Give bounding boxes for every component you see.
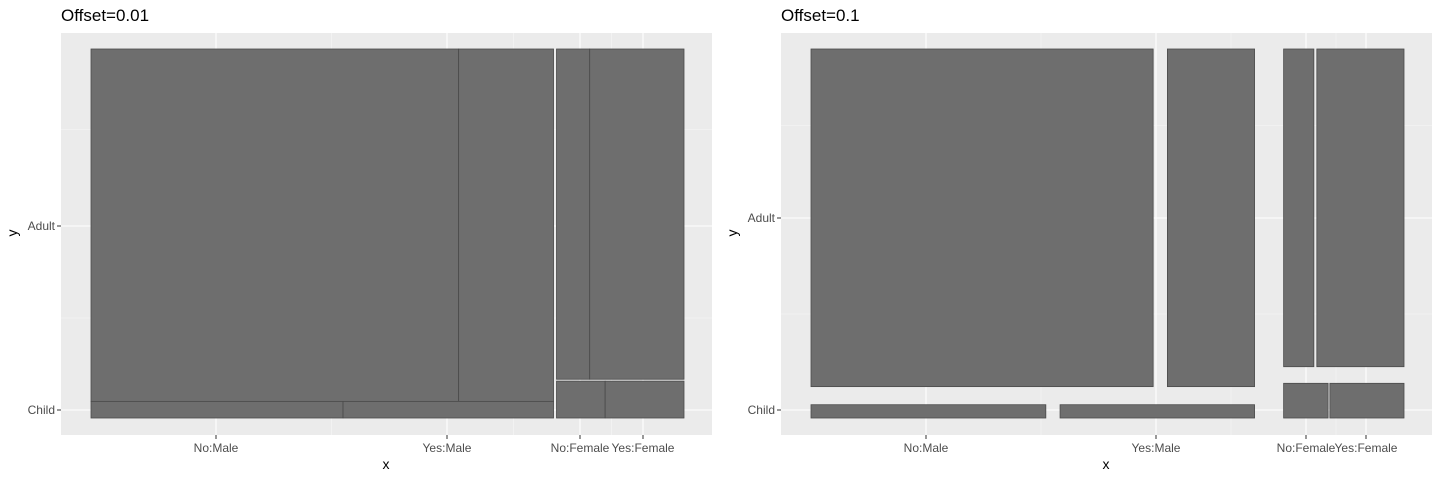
y-axis-title: y — [724, 230, 740, 237]
x-tick-label: Yes:Male — [423, 441, 472, 455]
y-tick-label: Child — [28, 403, 55, 417]
x-tick-label: No:Male — [904, 441, 949, 455]
y-tick-label: Child — [748, 403, 775, 417]
mosaic-tile-no-female-child — [1283, 382, 1329, 419]
x-tick-label: No:Female — [551, 441, 610, 455]
mosaic-tile-yes-male-adult — [458, 48, 554, 402]
mosaic-tile-yes-female-child — [604, 380, 685, 419]
mosaic-tile-yes-female-adult — [1316, 48, 1405, 368]
mosaic-tile-no-male-child — [810, 404, 1047, 419]
x-axis-title: x — [1103, 456, 1110, 472]
mosaic-tile-yes-female-child — [1329, 382, 1405, 419]
x-tick-label: Yes:Female — [1335, 441, 1398, 455]
x-tick-label: No:Female — [1277, 441, 1336, 455]
x-tick-label: No:Male — [194, 441, 239, 455]
mosaic-tile-no-male-child — [90, 400, 344, 419]
mosaic-tile-no-female-child — [556, 380, 606, 419]
mosaic-tile-no-male-adult — [90, 48, 460, 402]
y-axis-title: y — [4, 230, 20, 237]
mosaic-tile-no-female-adult — [1283, 48, 1315, 368]
mosaic-tile-no-male-adult — [810, 48, 1154, 388]
mosaic-tile-yes-male-child — [342, 400, 554, 419]
chart-title-offset-01: Offset=0.1 — [781, 6, 860, 25]
mosaic-tile-no-female-adult — [556, 48, 591, 380]
mosaic-tile-yes-male-adult — [1166, 48, 1255, 388]
y-tick-label: Adult — [28, 219, 56, 233]
mosaic-tile-yes-female-adult — [589, 48, 685, 380]
x-tick-label: Yes:Male — [1132, 441, 1181, 455]
x-tick-label: Yes:Female — [612, 441, 675, 455]
chart-title-offset-001: Offset=0.01 — [61, 6, 150, 25]
mosaic-tile-yes-male-child — [1059, 404, 1255, 419]
x-axis-title: x — [383, 456, 390, 472]
y-tick-label: Adult — [748, 211, 776, 225]
